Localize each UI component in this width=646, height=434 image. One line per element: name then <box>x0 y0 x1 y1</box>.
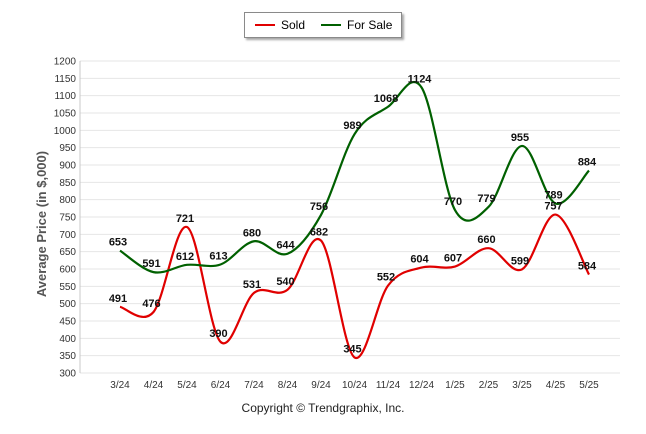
x-tick-label: 12/24 <box>409 380 434 391</box>
y-tick-label: 800 <box>59 195 76 206</box>
series-line-for-sale <box>119 80 590 274</box>
data-label-for-sale: 770 <box>444 196 462 208</box>
y-axis-tick-labels: 300 350 400 450 500 550 600 650 700 750 800 850 900 9… <box>54 57 77 380</box>
y-tick-label: 1100 <box>54 91 76 102</box>
data-label-sold: 584 <box>578 261 597 273</box>
data-label-for-sale: 955 <box>511 132 529 144</box>
y-tick-label: 750 <box>59 213 76 224</box>
data-label-for-sale: 1124 <box>408 73 433 85</box>
data-label-sold: 604 <box>410 254 429 266</box>
y-axis-title: Average Price (in $,000) <box>34 150 49 298</box>
data-label-for-sale: 989 <box>343 120 361 132</box>
y-tick-label: 1150 <box>54 74 76 85</box>
chart-legend: Sold For Sale <box>244 12 402 38</box>
y-tick-label: 950 <box>59 143 76 154</box>
y-tick-label: 500 <box>59 299 76 310</box>
x-tick-label: 4/25 <box>546 380 566 391</box>
series-line-sold <box>119 213 590 359</box>
x-tick-label: 11/24 <box>376 380 401 391</box>
data-label-for-sale: 680 <box>243 227 261 239</box>
legend-label-for-sale: For Sale <box>347 18 393 32</box>
data-label-sold: 531 <box>243 279 261 291</box>
data-label-sold: 540 <box>276 276 294 288</box>
y-tick-label: 400 <box>59 334 76 345</box>
x-tick-label: 5/24 <box>177 380 197 391</box>
data-label-for-sale: 644 <box>276 240 295 252</box>
y-tick-label: 550 <box>59 282 76 293</box>
y-tick-label: 450 <box>59 317 76 328</box>
legend-item-sold[interactable]: Sold <box>255 18 305 32</box>
y-tick-label: 900 <box>59 161 76 172</box>
x-tick-label: 9/24 <box>311 380 331 391</box>
x-tick-label: 3/24 <box>110 380 130 391</box>
data-label-for-sale: 613 <box>209 250 227 262</box>
data-label-for-sale: 756 <box>310 201 328 213</box>
data-label-sold: 390 <box>209 328 227 340</box>
data-label-sold: 599 <box>511 255 529 267</box>
grid-lines <box>79 60 620 374</box>
data-label-for-sale: 779 <box>477 193 495 205</box>
data-label-for-sale: 591 <box>142 258 160 270</box>
y-tick-label: 1050 <box>54 109 77 120</box>
y-tick-label: 350 <box>59 351 76 362</box>
x-tick-label: 3/25 <box>512 380 532 391</box>
legend-label-sold: Sold <box>281 18 306 32</box>
x-tick-label: 10/24 <box>342 380 367 391</box>
y-tick-label: 700 <box>59 230 76 241</box>
data-labels: 491 476 721 390 531 540 682 345 552 604 607 660 599 7… <box>109 73 597 355</box>
data-label-sold: 345 <box>343 343 361 355</box>
data-label-for-sale: 612 <box>176 251 194 263</box>
x-tick-label: 2/25 <box>479 380 499 391</box>
legend-swatch-for-sale <box>321 24 342 26</box>
y-tick-label: 850 <box>59 178 76 189</box>
y-tick-label: 1200 <box>54 57 77 68</box>
data-label-sold: 721 <box>176 213 194 225</box>
legend-item-for-sale[interactable]: For Sale <box>321 18 392 32</box>
data-label-sold: 491 <box>109 293 127 305</box>
y-tick-label: 300 <box>59 369 76 380</box>
y-tick-label: 600 <box>59 265 76 276</box>
x-axis-tick-labels: 3/24 4/24 5/24 6/24 7/24 8/24 9/24 10/24 11/24 12… <box>110 380 599 391</box>
y-tick-label: 650 <box>59 247 76 258</box>
x-tick-label: 6/24 <box>211 380 231 391</box>
data-label-for-sale: 653 <box>109 237 127 249</box>
data-label-sold: 552 <box>377 272 395 284</box>
x-tick-label: 8/24 <box>278 380 298 391</box>
series-lines <box>119 80 590 359</box>
data-label-sold: 476 <box>142 298 160 310</box>
y-tick-label: 1000 <box>54 126 77 137</box>
x-tick-label: 4/24 <box>144 380 164 391</box>
data-label-sold: 607 <box>444 253 462 265</box>
data-label-for-sale: 884 <box>578 157 597 169</box>
legend-swatch-sold <box>255 24 275 26</box>
x-tick-label: 5/25 <box>579 380 599 391</box>
data-label-sold: 682 <box>310 227 328 239</box>
x-tick-label: 7/24 <box>244 380 264 391</box>
x-tick-label: 1/25 <box>445 380 465 391</box>
data-label-sold: 757 <box>544 201 562 213</box>
data-label-sold: 660 <box>477 234 495 246</box>
data-label-for-sale: 1068 <box>374 93 398 105</box>
data-label-for-sale: 789 <box>544 189 562 201</box>
copyright-text: Copyright © Trendgraphix, Inc. <box>241 401 405 415</box>
